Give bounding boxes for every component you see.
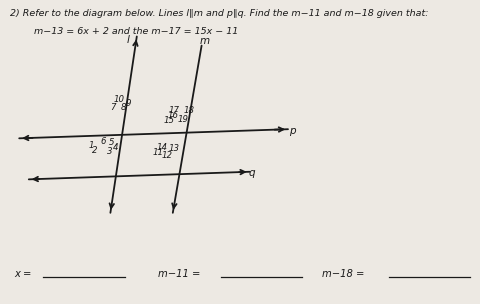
Text: 19: 19: [178, 115, 189, 124]
Text: 7: 7: [110, 103, 116, 112]
Text: 16: 16: [168, 111, 178, 120]
Text: 13: 13: [168, 144, 179, 153]
Text: q: q: [249, 168, 255, 178]
Text: x =: x =: [14, 269, 32, 278]
Text: 10: 10: [114, 95, 124, 104]
Text: 2) Refer to the diagram below. Lines l∥m and p∥q. Find the m−11 and m−18 given t: 2) Refer to the diagram below. Lines l∥m…: [10, 9, 428, 18]
Text: 3: 3: [107, 147, 112, 156]
Text: 12: 12: [162, 151, 172, 160]
Text: 5: 5: [108, 138, 114, 147]
Text: 9: 9: [126, 99, 132, 108]
Text: 15: 15: [164, 116, 175, 125]
Text: 18: 18: [183, 106, 194, 116]
Text: m−11 =: m−11 =: [158, 269, 201, 278]
Text: 11: 11: [153, 148, 164, 157]
Text: l: l: [127, 35, 130, 44]
Text: 4: 4: [112, 143, 118, 152]
Text: 2: 2: [92, 146, 98, 155]
Text: 1: 1: [88, 140, 94, 150]
Text: m−18 =: m−18 =: [322, 269, 364, 278]
Text: m−13 = 6x + 2 and the m−17 = 15x − 11: m−13 = 6x + 2 and the m−17 = 15x − 11: [34, 27, 238, 36]
Text: 17: 17: [168, 105, 179, 115]
Text: 14: 14: [157, 143, 168, 152]
Text: p: p: [289, 126, 296, 136]
Text: m: m: [200, 36, 210, 46]
Text: 6: 6: [100, 137, 106, 146]
Text: 8: 8: [121, 102, 127, 112]
